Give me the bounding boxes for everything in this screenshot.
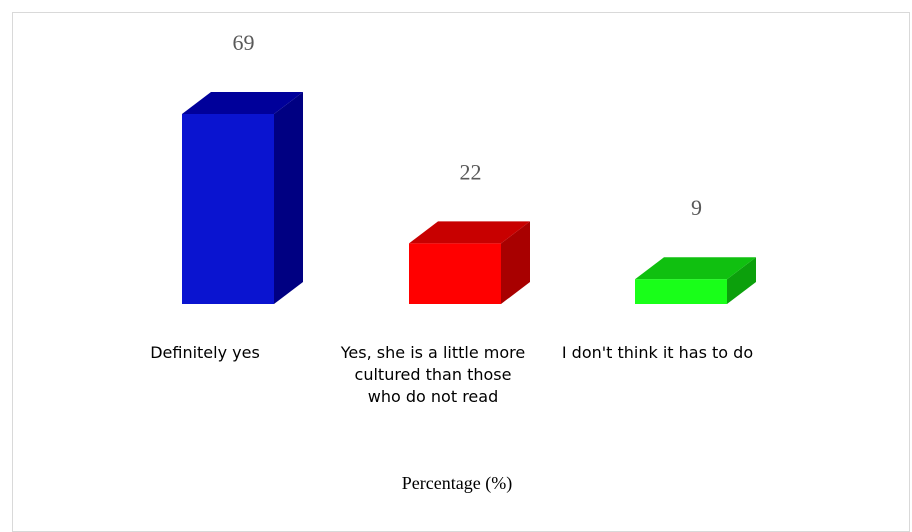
data-label-2: 22 xyxy=(460,159,482,184)
bar-3-side-face xyxy=(727,257,756,304)
x-axis-title: Percentage (%) xyxy=(401,473,513,493)
bar-chart: 69 22 9 xyxy=(182,30,756,304)
bar-2-top-face xyxy=(409,221,530,244)
bar-3-top-face xyxy=(635,257,756,280)
bar-1-front-face xyxy=(182,114,274,304)
bar-2 xyxy=(409,221,530,304)
data-label-3: 9 xyxy=(691,195,702,220)
category-label-1: Definitely yes xyxy=(150,343,260,362)
category-label-2: Yes, she is a little more cultured than … xyxy=(340,343,526,406)
bar-1-side-face xyxy=(274,92,303,304)
bar-2-side-face xyxy=(501,221,530,304)
bar-1-top-face xyxy=(182,92,303,114)
bar-1 xyxy=(182,92,303,304)
bar-3-front-face xyxy=(635,279,727,304)
bar-2-front-face xyxy=(409,243,501,304)
bar-3 xyxy=(635,257,756,304)
category-label-3: I don't think it has to do xyxy=(561,343,754,362)
data-label-1: 69 xyxy=(233,30,255,55)
